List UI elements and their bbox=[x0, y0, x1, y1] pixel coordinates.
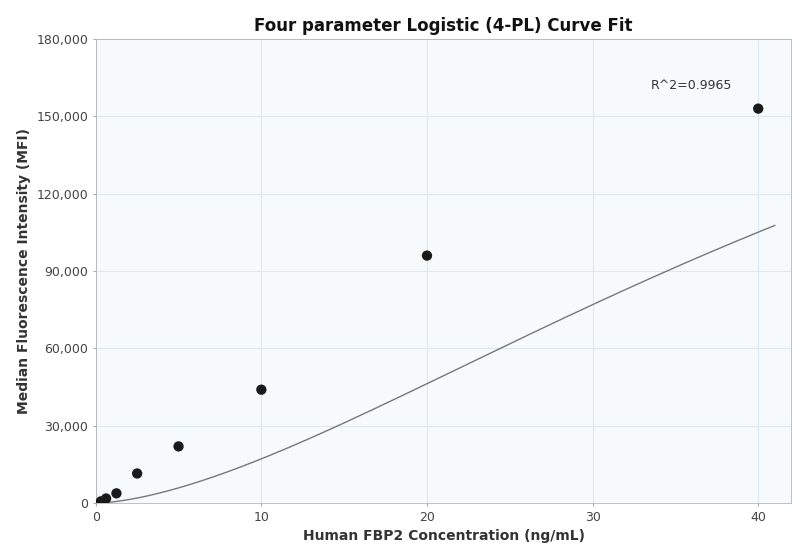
X-axis label: Human FBP2 Concentration (ng/mL): Human FBP2 Concentration (ng/mL) bbox=[302, 529, 584, 543]
Title: Four parameter Logistic (4-PL) Curve Fit: Four parameter Logistic (4-PL) Curve Fit bbox=[255, 17, 633, 35]
Point bbox=[751, 104, 764, 113]
Text: R^2=0.9965: R^2=0.9965 bbox=[650, 79, 732, 92]
Point bbox=[255, 385, 267, 394]
Point bbox=[131, 469, 144, 478]
Point bbox=[420, 251, 433, 260]
Point bbox=[110, 489, 123, 498]
Point bbox=[99, 494, 112, 503]
Point bbox=[172, 442, 185, 451]
Point bbox=[95, 497, 107, 506]
Y-axis label: Median Fluorescence Intensity (MFI): Median Fluorescence Intensity (MFI) bbox=[17, 128, 31, 414]
